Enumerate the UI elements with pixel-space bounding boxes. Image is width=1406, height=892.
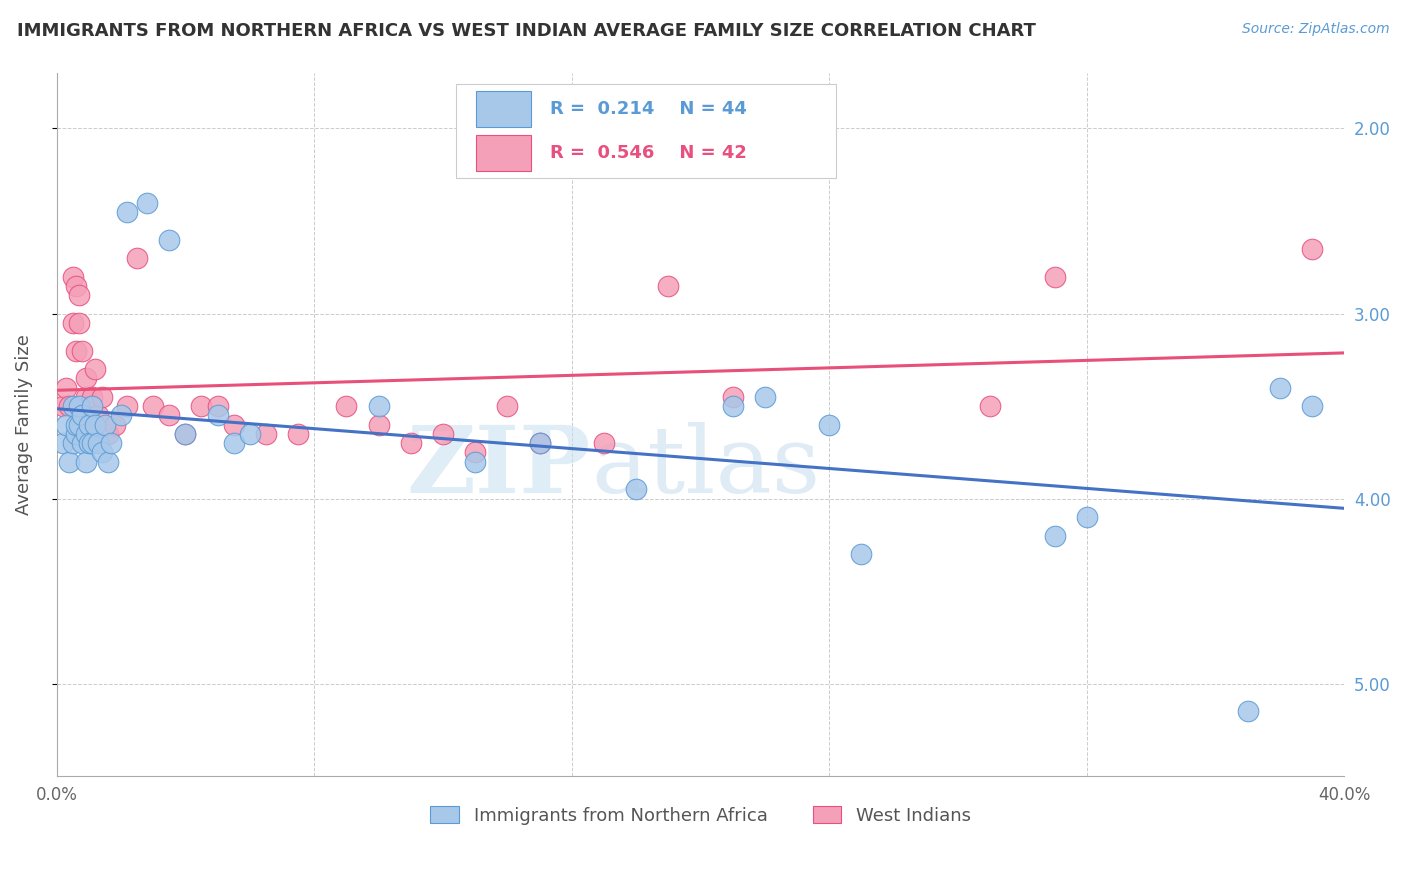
Legend: Immigrants from Northern Africa, West Indians: Immigrants from Northern Africa, West In… (422, 797, 980, 834)
Point (254, 426, 277, 441)
Point (77, 436, 100, 450)
Point (1301, 399, 1323, 413)
Point (239, 426, 262, 441)
Point (65, 417, 87, 432)
Point (67, 316, 90, 330)
Point (75, 371, 97, 385)
Point (335, 399, 357, 413)
Point (58, 454, 80, 468)
Point (1301, 242, 1323, 256)
Point (94, 417, 117, 432)
Point (624, 483, 647, 497)
Point (72, 436, 94, 450)
Point (87, 436, 110, 450)
FancyBboxPatch shape (477, 135, 530, 171)
Point (52, 436, 75, 450)
Point (127, 251, 149, 265)
Point (62, 436, 84, 450)
Text: atlas: atlas (591, 422, 820, 512)
Point (62, 316, 84, 330)
Text: IMMIGRANTS FROM NORTHERN AFRICA VS WEST INDIAN AVERAGE FAMILY SIZE CORRELATION C: IMMIGRANTS FROM NORTHERN AFRICA VS WEST … (17, 22, 1036, 40)
Point (80, 390, 103, 404)
FancyBboxPatch shape (477, 91, 530, 128)
Point (75, 454, 97, 468)
Point (1076, 510, 1098, 524)
FancyBboxPatch shape (456, 84, 835, 178)
Point (75, 390, 97, 404)
Point (97, 426, 120, 441)
Point (72, 343, 94, 358)
Point (529, 436, 551, 450)
Point (207, 399, 229, 413)
Point (67, 417, 90, 432)
Point (190, 399, 212, 413)
Point (65, 278, 87, 293)
Point (721, 399, 744, 413)
Point (100, 436, 122, 450)
Point (754, 390, 776, 404)
Point (87, 409, 110, 423)
Point (135, 195, 157, 210)
Point (979, 399, 1001, 413)
Point (367, 417, 389, 432)
Point (496, 399, 519, 413)
Point (222, 417, 245, 432)
Point (90, 390, 112, 404)
Point (77, 399, 100, 413)
Point (117, 399, 139, 413)
Point (103, 417, 125, 432)
Point (72, 409, 94, 423)
Point (1268, 380, 1291, 394)
Point (67, 399, 90, 413)
Point (1043, 528, 1066, 542)
Point (97, 454, 120, 468)
Point (62, 269, 84, 284)
Point (657, 278, 679, 293)
Point (62, 399, 84, 413)
Point (80, 399, 103, 413)
Text: R =  0.214    N = 44: R = 0.214 N = 44 (550, 100, 747, 118)
Text: ZIP: ZIP (406, 422, 591, 512)
Point (52, 399, 75, 413)
Point (818, 417, 841, 432)
Point (84, 417, 107, 432)
Point (174, 426, 197, 441)
Y-axis label: Average Family Size: Average Family Size (15, 334, 32, 515)
Point (67, 288, 90, 302)
Point (55, 380, 77, 394)
Point (58, 399, 80, 413)
Point (75, 426, 97, 441)
Point (464, 454, 486, 468)
Point (207, 409, 229, 423)
Point (174, 426, 197, 441)
Text: R =  0.546    N = 42: R = 0.546 N = 42 (550, 144, 747, 162)
Point (84, 362, 107, 376)
Point (593, 436, 616, 450)
Point (1043, 269, 1066, 284)
Point (367, 399, 389, 413)
Point (65, 426, 87, 441)
Point (157, 233, 180, 247)
Point (222, 436, 245, 450)
Point (1236, 705, 1258, 719)
Point (55, 417, 77, 432)
Point (117, 204, 139, 219)
Point (142, 399, 165, 413)
Point (851, 547, 873, 561)
Point (157, 409, 180, 423)
Point (529, 436, 551, 450)
Text: Source: ZipAtlas.com: Source: ZipAtlas.com (1241, 22, 1389, 37)
Point (287, 426, 309, 441)
Point (80, 436, 103, 450)
Point (399, 436, 422, 450)
Point (77, 417, 100, 432)
Point (721, 390, 744, 404)
Point (432, 426, 454, 441)
Point (110, 409, 132, 423)
Point (65, 343, 87, 358)
Point (464, 445, 486, 459)
Point (90, 445, 112, 459)
